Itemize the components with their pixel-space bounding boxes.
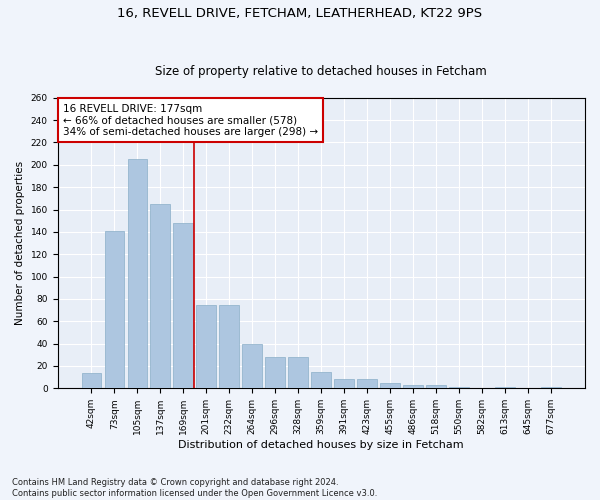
Bar <box>196 304 216 388</box>
X-axis label: Distribution of detached houses by size in Fetcham: Distribution of detached houses by size … <box>178 440 464 450</box>
Bar <box>358 380 377 388</box>
Bar <box>334 380 354 388</box>
Text: 16 REVELL DRIVE: 177sqm
← 66% of detached houses are smaller (578)
34% of semi-d: 16 REVELL DRIVE: 177sqm ← 66% of detache… <box>63 104 318 136</box>
Title: Size of property relative to detached houses in Fetcham: Size of property relative to detached ho… <box>155 66 487 78</box>
Text: 16, REVELL DRIVE, FETCHAM, LEATHERHEAD, KT22 9PS: 16, REVELL DRIVE, FETCHAM, LEATHERHEAD, … <box>118 8 482 20</box>
Bar <box>449 387 469 388</box>
Bar <box>403 385 423 388</box>
Bar <box>151 204 170 388</box>
Bar <box>427 385 446 388</box>
Bar <box>265 357 285 388</box>
Text: Contains HM Land Registry data © Crown copyright and database right 2024.
Contai: Contains HM Land Registry data © Crown c… <box>12 478 377 498</box>
Bar <box>289 357 308 388</box>
Bar <box>82 372 101 388</box>
Bar <box>380 383 400 388</box>
Y-axis label: Number of detached properties: Number of detached properties <box>15 161 25 325</box>
Bar <box>128 159 147 388</box>
Bar <box>173 223 193 388</box>
Bar <box>104 230 124 388</box>
Bar <box>242 344 262 388</box>
Bar <box>496 387 515 388</box>
Bar <box>541 387 561 388</box>
Bar <box>311 372 331 388</box>
Bar <box>220 304 239 388</box>
